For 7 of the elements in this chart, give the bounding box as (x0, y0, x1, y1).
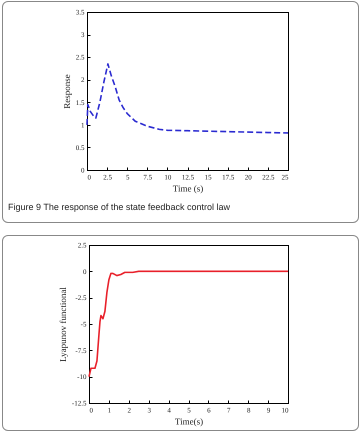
caption: Figure 9 The response of the state feedback control law (8, 202, 230, 212)
y-axis-title: Lyapunov functional (58, 286, 68, 362)
x-axis-title: Time (s) (172, 184, 204, 194)
x-axis-title: Time(s) (174, 416, 204, 426)
line-series (86, 63, 289, 134)
line-series (88, 270, 289, 378)
y-axis-title: Response (62, 74, 72, 109)
